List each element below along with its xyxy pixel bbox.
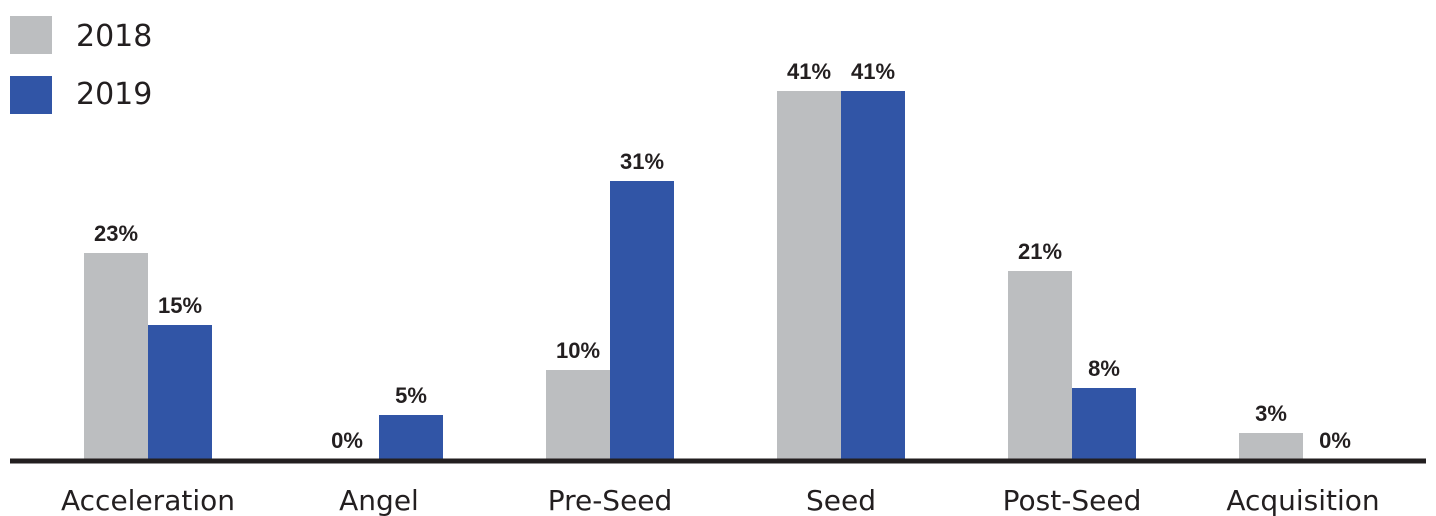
legend-swatch-2019 bbox=[10, 76, 52, 114]
bar-pre-seed-2018 bbox=[546, 370, 610, 460]
value-labels-group: 23% 15% 0% 5% 10% 31% 41% 41% 21% 8% 3% 0% bbox=[94, 59, 1351, 453]
category-label-angel: Angel bbox=[339, 484, 419, 516]
category-label-post-seed: Post-Seed bbox=[1003, 484, 1142, 516]
value-label-acquisition-2018: 3% bbox=[1255, 401, 1287, 426]
value-label-post-seed-2019: 8% bbox=[1088, 356, 1120, 381]
value-label-pre-seed-2019: 31% bbox=[620, 149, 664, 174]
value-label-seed-2018: 41% bbox=[787, 59, 831, 84]
category-label-acquisition: Acquisition bbox=[1226, 484, 1379, 516]
legend-label-2018: 2018 bbox=[76, 19, 152, 54]
legend: 2018 2019 bbox=[10, 16, 152, 114]
bar-acceleration-2018 bbox=[84, 253, 148, 460]
category-labels-group: Acceleration Angel Pre-Seed Seed Post-Seed Ac… bbox=[61, 484, 1380, 516]
bars-group bbox=[84, 91, 1303, 460]
legend-label-2019: 2019 bbox=[76, 77, 152, 112]
bar-post-seed-2018 bbox=[1008, 271, 1072, 460]
value-label-post-seed-2018: 21% bbox=[1018, 239, 1062, 264]
bar-post-seed-2019 bbox=[1072, 388, 1136, 460]
category-label-pre-seed: Pre-Seed bbox=[548, 484, 673, 516]
category-label-acceleration: Acceleration bbox=[61, 484, 235, 516]
value-label-angel-2018: 0% bbox=[331, 428, 363, 453]
value-label-acceleration-2018: 23% bbox=[94, 221, 138, 246]
legend-swatch-2018 bbox=[10, 16, 52, 54]
bar-seed-2019 bbox=[841, 91, 905, 460]
bar-acquisition-2018 bbox=[1239, 433, 1303, 460]
value-label-seed-2019: 41% bbox=[851, 59, 895, 84]
value-label-acceleration-2019: 15% bbox=[158, 293, 202, 318]
bar-seed-2018 bbox=[777, 91, 841, 460]
bar-pre-seed-2019 bbox=[610, 181, 674, 460]
bar-acceleration-2019 bbox=[148, 325, 212, 460]
value-label-acquisition-2019: 0% bbox=[1319, 428, 1351, 453]
category-label-seed: Seed bbox=[806, 484, 876, 516]
bar-angel-2019 bbox=[379, 415, 443, 460]
value-label-pre-seed-2018: 10% bbox=[556, 338, 600, 363]
value-label-angel-2019: 5% bbox=[395, 383, 427, 408]
